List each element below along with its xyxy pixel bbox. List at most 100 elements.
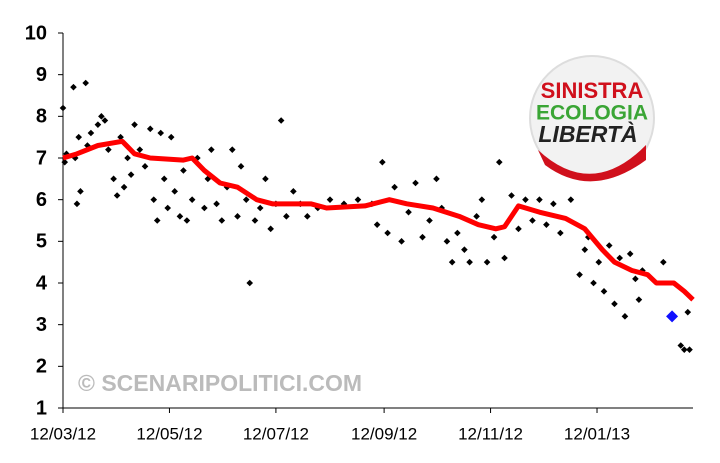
- y-tick-label: 1: [36, 397, 47, 419]
- data-point: [237, 163, 245, 170]
- data-point: [632, 275, 639, 283]
- data-point: [262, 175, 269, 183]
- data-point: [160, 175, 168, 183]
- data-point: [515, 225, 522, 233]
- data-point: [73, 200, 81, 208]
- logo-text: ECOLOGIA: [536, 102, 648, 125]
- data-point: [61, 158, 69, 166]
- data-point: [136, 146, 144, 153]
- data-point: [405, 208, 412, 216]
- x-tick-label: 12/09/12: [351, 424, 417, 443]
- data-point: [605, 242, 613, 249]
- y-tick-label: 5: [36, 231, 47, 253]
- data-point: [660, 258, 667, 266]
- data-point: [616, 254, 624, 262]
- logo-text: LIBERTÀ: [538, 120, 637, 147]
- data-point: [167, 133, 175, 141]
- data-point: [176, 213, 184, 220]
- data-point: [557, 229, 564, 237]
- data-point: [686, 346, 693, 353]
- data-point: [536, 196, 543, 203]
- data-point: [277, 117, 285, 124]
- data-point: [666, 310, 679, 323]
- data-point: [581, 246, 589, 253]
- data-point: [473, 213, 480, 220]
- data-point: [590, 279, 597, 287]
- data-point: [105, 146, 112, 153]
- data-point: [426, 217, 433, 224]
- data-point: [153, 217, 161, 224]
- data-point: [290, 188, 297, 195]
- x-tick-label: 12/07/12: [243, 424, 309, 443]
- x-tick-label: 12/03/12: [30, 424, 96, 443]
- data-point: [246, 279, 254, 287]
- logo-text: SINISTRA: [541, 78, 644, 103]
- data-point: [478, 196, 486, 203]
- data-point: [251, 217, 259, 224]
- data-point: [461, 246, 468, 253]
- data-point: [621, 313, 629, 320]
- data-point: [433, 175, 440, 183]
- trend-line: [62, 138, 695, 302]
- y-tick-label: 8: [36, 106, 47, 128]
- y-tick-label: 2: [36, 356, 47, 378]
- data-point: [326, 196, 334, 203]
- data-point: [391, 183, 398, 191]
- data-point: [490, 233, 498, 241]
- data-point: [157, 129, 165, 137]
- data-point: [448, 258, 456, 266]
- logo-swoosh: [538, 145, 646, 182]
- data-point: [201, 204, 208, 212]
- data-point: [146, 125, 154, 133]
- data-point: [228, 146, 236, 153]
- x-tick-label: 12/11/12: [458, 424, 523, 443]
- data-point: [120, 183, 128, 191]
- x-tick-label: 12/01/13: [564, 424, 630, 443]
- data-point: [529, 217, 536, 224]
- data-point: [98, 113, 105, 120]
- data-point: [218, 217, 226, 224]
- data-point: [595, 258, 603, 266]
- data-point: [188, 196, 196, 203]
- y-tick-label: 4: [36, 272, 48, 294]
- data-point: [379, 158, 386, 166]
- data-point: [543, 221, 550, 228]
- data-point: [171, 188, 178, 195]
- data-point: [127, 171, 135, 178]
- data-point: [495, 158, 503, 166]
- data-point: [124, 154, 131, 162]
- data-point: [110, 175, 117, 183]
- data-point: [150, 196, 158, 203]
- data-point: [63, 150, 70, 158]
- data-point: [113, 192, 121, 199]
- data-point: [373, 221, 381, 228]
- data-point: [454, 229, 461, 237]
- data-point: [183, 217, 191, 224]
- data-point: [684, 308, 692, 316]
- y-tick-label: 9: [36, 64, 47, 86]
- data-point: [626, 250, 634, 258]
- data-point: [164, 204, 172, 212]
- data-point: [412, 179, 419, 187]
- data-point: [600, 288, 608, 295]
- data-point: [213, 200, 220, 208]
- data-point: [354, 196, 362, 203]
- data-point: [466, 258, 473, 266]
- data-point: [304, 213, 311, 220]
- x-tick-label: 12/05/12: [136, 424, 202, 443]
- data-point: [94, 121, 102, 128]
- data-point: [82, 79, 89, 87]
- data-point: [141, 163, 149, 170]
- data-point: [522, 196, 529, 203]
- data-point: [508, 192, 515, 199]
- y-tick-label: 3: [36, 314, 47, 336]
- data-point: [501, 254, 508, 262]
- data-point: [576, 271, 583, 278]
- data-point: [180, 167, 187, 174]
- watermark: © SCENARIPOLITICI.COM: [78, 370, 362, 396]
- data-point: [680, 346, 688, 353]
- data-point: [267, 225, 274, 233]
- data-point: [75, 133, 83, 141]
- data-point: [256, 204, 264, 212]
